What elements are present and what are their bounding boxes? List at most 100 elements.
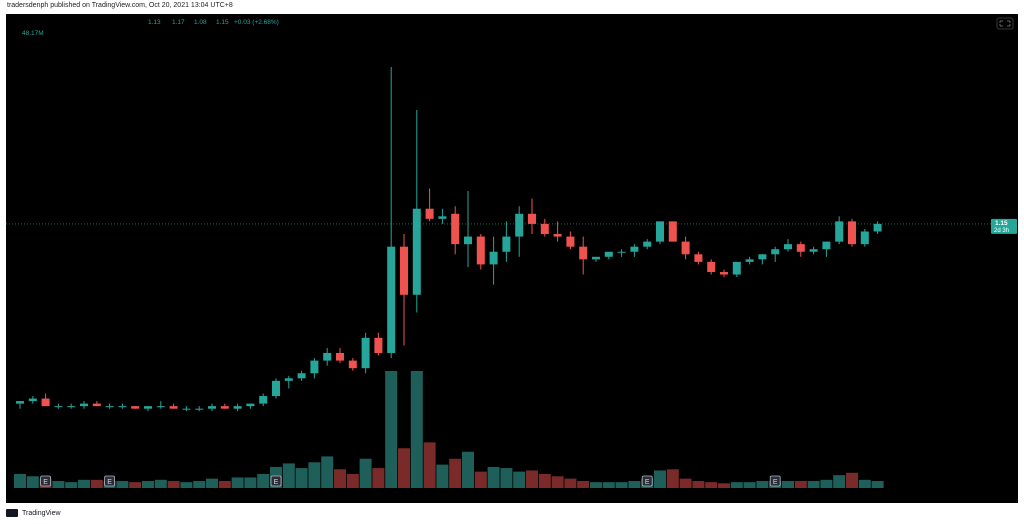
- brand: TradingView: [6, 509, 61, 517]
- volume-bar: [654, 470, 666, 488]
- candle-body: [105, 406, 114, 408]
- volume-bar: [794, 480, 807, 488]
- volume-bar: [833, 475, 846, 488]
- ohlc-open: 1.13: [148, 19, 161, 26]
- chart-area[interactable]: 1.13 1.17 1.08 1.15 +0.03 (+2.68%) 48.17…: [6, 14, 1018, 503]
- volume-bar: [526, 470, 538, 488]
- volume-bar: [26, 476, 39, 488]
- volume-bar: [449, 458, 462, 488]
- candle-body: [246, 403, 255, 407]
- candle-body: [156, 406, 165, 408]
- volume-bar: [705, 482, 718, 488]
- footer-bar: [0, 503, 1024, 524]
- svg-text:E: E: [773, 479, 778, 486]
- earnings-marker-icon[interactable]: E: [641, 475, 653, 487]
- earnings-marker-icon[interactable]: E: [769, 475, 781, 487]
- candle-body: [656, 221, 664, 242]
- candle-body: [92, 403, 101, 407]
- candle-body: [745, 259, 754, 262]
- candle-body: [668, 221, 677, 242]
- tradingview-logo-icon: [6, 509, 18, 517]
- volume-bar: [295, 468, 308, 488]
- volume-bar: [231, 477, 244, 488]
- volume-bar: [398, 448, 410, 488]
- publisher-text: tradersdenph published on TradingView.co…: [7, 2, 233, 9]
- volume-bar: [385, 371, 398, 488]
- ohlc-change: +0.03 (+2.68%): [234, 19, 279, 26]
- volume-bars: [14, 371, 884, 488]
- volume-bar: [154, 479, 167, 488]
- candle-body: [617, 251, 626, 253]
- candle-body: [425, 208, 434, 219]
- volume-bar: [577, 480, 590, 488]
- ohlc-close: 1.15: [216, 19, 229, 26]
- candle-body: [374, 337, 383, 353]
- volume-bar: [679, 478, 692, 488]
- candlestick-chart[interactable]: 1.13 1.17 1.08 1.15 +0.03 (+2.68%) 48.17…: [6, 14, 1018, 503]
- volume-bar: [730, 482, 743, 488]
- volume-bar: [807, 480, 820, 488]
- volume-bar: [551, 476, 564, 488]
- candle-body: [592, 256, 600, 260]
- fullscreen-icon[interactable]: [996, 17, 1014, 30]
- candle-body: [284, 378, 293, 381]
- earnings-marker-icon[interactable]: E: [270, 475, 282, 487]
- candle-body: [758, 254, 767, 260]
- candle-body: [643, 241, 652, 247]
- volume-bar: [308, 462, 321, 488]
- volume-bar: [743, 482, 756, 488]
- candle-body: [502, 236, 511, 252]
- candle-body: [220, 406, 229, 409]
- ohlc-legend: 1.13 1.17 1.08 1.15 +0.03 (+2.68%) 48.17…: [22, 19, 279, 37]
- candle-body: [694, 254, 703, 262]
- candle-body: [604, 251, 613, 257]
- candle-body: [528, 213, 536, 224]
- candle-body: [464, 236, 472, 245]
- price-badge-value: 1.15: [995, 220, 1008, 227]
- volume-bar: [14, 473, 26, 488]
- volume-bar: [846, 472, 858, 488]
- volume-bar: [282, 463, 295, 488]
- candle-body: [233, 406, 242, 409]
- volume-value: 48.17M: [22, 30, 44, 37]
- candle-body: [80, 403, 88, 407]
- earnings-marker-icon[interactable]: E: [104, 475, 115, 487]
- candle-body: [361, 337, 370, 369]
- candle-body: [707, 261, 716, 272]
- candle-body: [259, 396, 268, 404]
- volume-bar: [206, 478, 218, 488]
- volume-bar: [321, 456, 334, 488]
- candle-body: [182, 408, 191, 410]
- svg-text:E: E: [107, 479, 112, 486]
- volume-bar: [244, 477, 257, 488]
- candle-body: [67, 406, 76, 408]
- svg-text:E: E: [43, 479, 48, 486]
- earnings-marker-icon[interactable]: E: [40, 475, 51, 487]
- volume-bar: [462, 451, 474, 488]
- candle-body: [681, 241, 690, 255]
- candle-body: [796, 244, 805, 252]
- volume-bar: [180, 482, 193, 488]
- candle-body: [336, 353, 344, 361]
- volume-bar: [436, 464, 449, 488]
- volume-bar: [410, 371, 423, 488]
- volume-bar: [142, 480, 154, 488]
- candle-body: [438, 216, 447, 219]
- volume-bar: [372, 468, 385, 488]
- candle-body: [873, 223, 882, 232]
- volume-bar: [218, 480, 231, 488]
- candle-body: [771, 249, 780, 255]
- volume-bar: [65, 482, 78, 488]
- candle-body: [54, 406, 63, 408]
- volume-bar: [692, 480, 705, 488]
- candle-body: [272, 380, 280, 397]
- candle-body: [297, 373, 306, 379]
- volume-bar: [590, 482, 602, 488]
- volume-bar: [513, 471, 526, 488]
- candle-body: [348, 360, 357, 369]
- price-badge-countdown: 2d 3h: [994, 228, 1009, 234]
- svg-text:E: E: [274, 479, 279, 486]
- volume-bar: [538, 473, 551, 488]
- volume-bar: [167, 480, 180, 488]
